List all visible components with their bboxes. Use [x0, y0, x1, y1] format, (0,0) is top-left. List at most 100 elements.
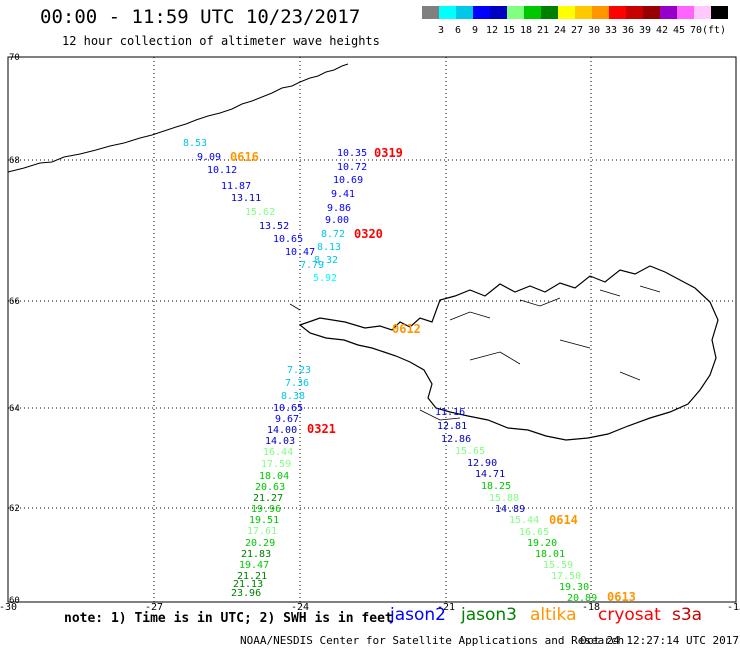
- wave-height-value: 10.12: [207, 165, 237, 176]
- wave-height-value: 20.29: [245, 538, 275, 549]
- scale-label: 24: [553, 25, 567, 36]
- map-title: 00:00 - 11:59 UTC 10/23/2017: [40, 6, 361, 28]
- scale-label: 12: [485, 25, 499, 36]
- satellite-legend-jason3: jason3: [461, 605, 517, 625]
- pass-label: 0319: [374, 146, 403, 160]
- wave-height-value: 19.30: [559, 582, 589, 593]
- wave-height-value: 12.81: [437, 421, 467, 432]
- wave-height-value: 8.53: [183, 138, 207, 149]
- satellite-legend-cryosat: cryosat: [598, 605, 661, 625]
- scale-label: 33: [604, 25, 618, 36]
- wave-height-value: 5.92: [313, 273, 337, 284]
- credit-line: NOAA/NESDIS Center for Satellite Applica…: [240, 634, 625, 647]
- map-frame: [7, 56, 737, 603]
- wave-height-value: 7.36: [285, 378, 309, 389]
- scale-swatch: [592, 6, 609, 19]
- wave-height-value: 21.21: [237, 571, 267, 582]
- wave-height-value: 9.09: [197, 152, 221, 163]
- pass-label: 0614: [549, 513, 578, 527]
- wave-height-value: 10.69: [333, 175, 363, 186]
- scale-swatch: [456, 6, 473, 19]
- pass-label: 0613: [607, 590, 636, 604]
- iceland-coastline: [298, 265, 719, 441]
- scale-swatch: [711, 6, 728, 19]
- latitude-labels: 70 68 66 64 62 60: [9, 53, 20, 606]
- greenland-coastline: [7, 63, 349, 173]
- wave-height-value: 19.47: [239, 560, 269, 571]
- scale-label: 39: [638, 25, 652, 36]
- scale-swatch: [626, 6, 643, 19]
- wave-height-value: 14.71: [475, 469, 505, 480]
- scale-swatch: [558, 6, 575, 19]
- scale-label: 3: [437, 25, 445, 36]
- scale-swatch: [541, 6, 558, 19]
- wave-height-value: 9.67: [275, 414, 299, 425]
- wave-height-value: 18.25: [481, 481, 511, 492]
- satellite-legend-jason2: jason2: [390, 605, 446, 625]
- scale-label: 30: [587, 25, 601, 36]
- wave-height-value: 7.23: [287, 365, 311, 376]
- wave-height-value: 15.65: [455, 446, 485, 457]
- generation-timestamp: Oct 24 12:27:14 UTC 2017: [580, 634, 739, 647]
- pass-labels: 0616 0319 0320 0612 0321 0614 0613: [230, 146, 636, 604]
- latitude-label: 70: [9, 53, 20, 63]
- pass-label: 0612: [392, 322, 421, 336]
- pass-label: 0616: [230, 150, 259, 164]
- latitude-label: 62: [9, 504, 20, 514]
- pass-label: 0321: [307, 422, 336, 436]
- scale-swatch: [524, 6, 541, 19]
- wave-height-value: 10.65: [273, 234, 303, 245]
- satellite-legend-altika: altika: [530, 605, 577, 625]
- wave-height-value: 12.90: [467, 458, 497, 469]
- wave-height-value: 17.61: [247, 526, 277, 537]
- wave-height-value: 8.32: [314, 255, 338, 266]
- scale-swatch: [643, 6, 660, 19]
- longitude-label: -18: [582, 602, 600, 613]
- wave-height-value: 9.41: [331, 189, 355, 200]
- wave-height-value: 13.52: [259, 221, 289, 232]
- wave-height-value: 20.89: [567, 593, 597, 604]
- scale-swatch: [575, 6, 592, 19]
- wave-height-value: 15.59: [543, 560, 573, 571]
- wave-height-value: 14.00: [267, 425, 297, 436]
- wave-height-value: 10.47: [285, 247, 315, 258]
- scale-swatch: [694, 6, 711, 19]
- wave-height-value: 7.79: [300, 260, 324, 271]
- pass-label: 0320: [354, 227, 383, 241]
- wave-height-value: 11.87: [221, 181, 251, 192]
- scale-swatch: [439, 6, 456, 19]
- wave-height-value: 16.65: [519, 527, 549, 538]
- wave-height-value: 17.50: [551, 571, 581, 582]
- scale-swatch: [507, 6, 524, 19]
- longitude-labels: -30 -27 -24 -21 -18 -15: [0, 602, 740, 613]
- scale-swatch: [422, 6, 439, 19]
- scale-swatch: [473, 6, 490, 19]
- latitude-label: 64: [9, 404, 20, 414]
- longitude-label: -15: [727, 602, 740, 613]
- wave-height-value: 20.63: [255, 482, 285, 493]
- wave-height-value: 8.72: [321, 229, 345, 240]
- wave-height-value: 8.13: [317, 242, 341, 253]
- wave-height-value: 23.96: [231, 588, 261, 599]
- scale-label: 18: [519, 25, 533, 36]
- scale-label: 45: [672, 25, 686, 36]
- wave-height-value: 18.04: [259, 471, 289, 482]
- iceland-fjords: [289, 285, 661, 421]
- longitude-label: -21: [437, 602, 455, 613]
- wave-height-value: 9.00: [325, 215, 349, 226]
- scale-label: 15: [502, 25, 516, 36]
- wave-height-value: 10.35: [337, 148, 367, 159]
- wave-height-value: 13.11: [231, 193, 261, 204]
- longitude-label: -27: [145, 602, 163, 613]
- longitude-label: -24: [291, 602, 309, 613]
- scale-label: 27: [570, 25, 584, 36]
- footer-note: note: 1) Time is in UTC; 2) SWH is in fe…: [64, 611, 393, 626]
- wave-height-value: 19.96: [251, 504, 281, 515]
- scale-label: 36: [621, 25, 635, 36]
- satellite-legend-s3a: s3a: [672, 605, 703, 625]
- latitude-label: 68: [9, 156, 20, 166]
- wave-height-value: 14.03: [265, 436, 295, 447]
- map-subtitle: 12 hour collection of altimeter wave hei…: [62, 34, 380, 48]
